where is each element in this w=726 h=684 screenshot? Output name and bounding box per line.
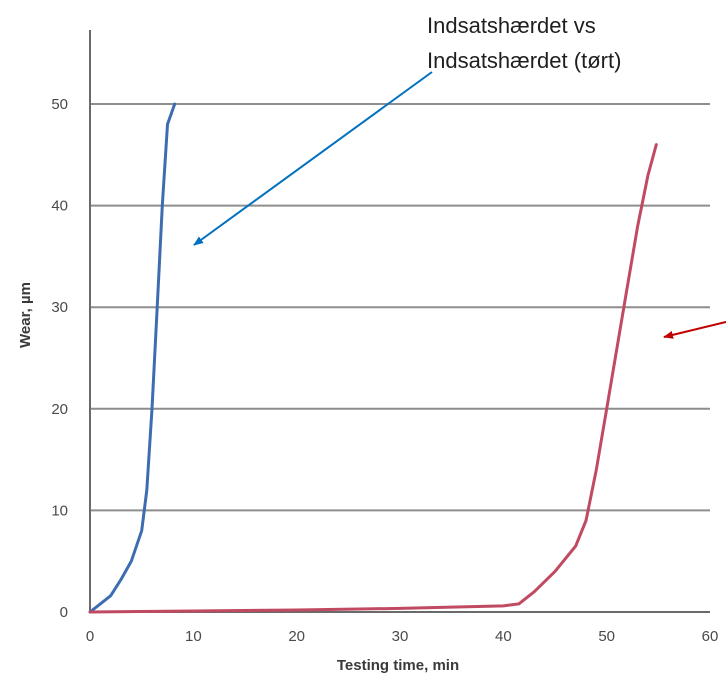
x-tick-label: 30 (392, 628, 409, 645)
annotation-label-line-1: Indsatshærdet vs (427, 13, 596, 38)
y-tick-label: 10 (51, 502, 68, 519)
annotation-arrow-1 (193, 71, 433, 246)
grid-layer (90, 103, 710, 512)
x-tick-label: 0 (86, 628, 94, 645)
series-layer (88, 102, 658, 614)
x-tick-label: 60 (702, 628, 719, 645)
tick-layer: 0 10 20 30 40 50 0 10 20 30 40 50 60 (51, 96, 718, 645)
series-line-2 (88, 143, 658, 614)
annotation-layer: Indsatshærdet vs Indsatshærdet (tørt) (193, 13, 726, 339)
x-tick-label: 40 (495, 628, 512, 645)
annotation-arrow-2 (663, 321, 726, 339)
y-tick-label: 50 (51, 96, 68, 113)
x-axis-title: Testing time, min (337, 657, 459, 674)
y-axis-title: Wear, µm (17, 282, 34, 348)
x-tick-label: 20 (288, 628, 305, 645)
y-tick-label: 40 (51, 198, 68, 215)
x-tick-label: 10 (185, 628, 202, 645)
x-tick-label: 50 (598, 628, 615, 645)
y-tick-label: 30 (51, 299, 68, 316)
y-tick-label: 20 (51, 401, 68, 418)
annotation-label-line-2: Indsatshærdet (tørt) (427, 48, 621, 73)
series-line-1 (88, 102, 177, 614)
y-tick-label: 0 (60, 604, 68, 621)
